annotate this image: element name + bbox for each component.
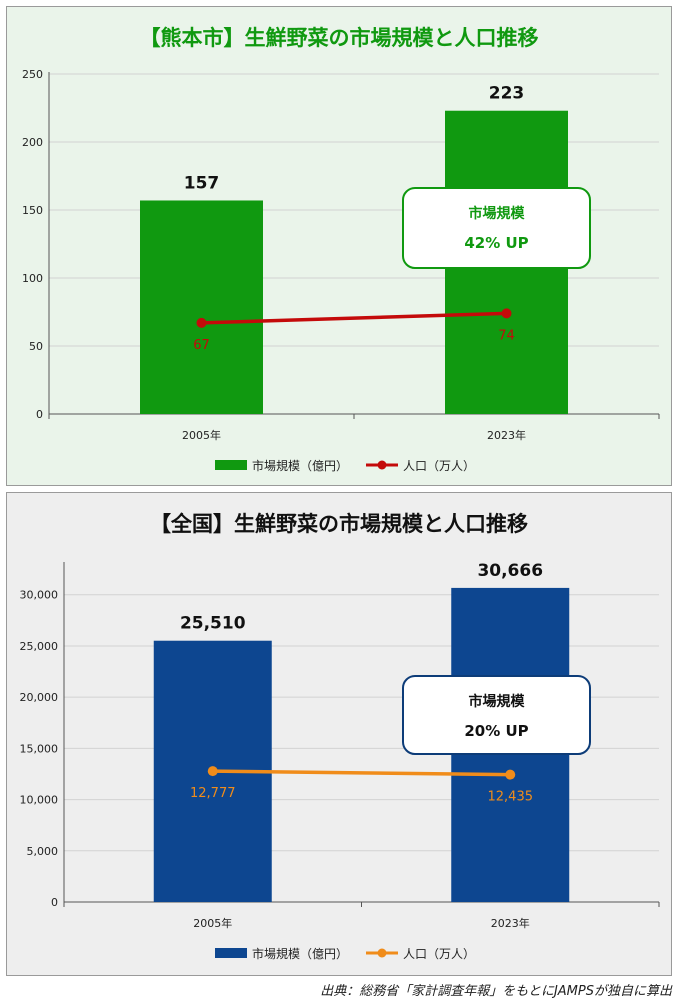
population-line [212,769,511,777]
y-tick-label: 50 [29,340,43,353]
national-chart: 【全国】生鮮野菜の市場規模と人口推移 0 5,000 10,000 15,000 20,0… [20,512,660,961]
legend-bar-label: 市場規模（億円） [252,458,348,473]
bar [140,200,263,414]
y-tick-label: 100 [22,272,43,285]
population-point [196,317,207,328]
population-value-label: 12,777 [190,786,236,801]
y-tick-label: 15,000 [20,742,59,755]
y-tick-label: 200 [22,136,43,149]
x-tick-label: 2005年 [193,916,232,930]
population-point [207,766,218,777]
kumamoto-chart: 【熊本市】生鮮野菜の市場規模と人口推移 0 50 100 150 200 250 2005年 2… [22,26,660,473]
legend-line-marker [377,948,387,958]
x-tick-label: 2023年 [487,428,526,442]
population-point [501,308,512,319]
chart-title: 【全国】生鮮野菜の市場規模と人口推移 [150,512,528,536]
x-tick-label: 2023年 [491,916,530,930]
population-value-label: 12,435 [488,790,534,805]
legend-line-label: 人口（万人） [403,459,475,473]
callout-text: 42% UP [464,234,528,252]
legend-bar-label: 市場規模（億円） [252,946,348,961]
population-line [201,311,507,325]
national-chart-panel: 【全国】生鮮野菜の市場規模と人口推移 0 5,000 10,000 15,000 20,0… [6,492,672,976]
population-value-label: 67 [193,338,210,353]
y-tick-label: 5,000 [27,845,59,858]
y-tick-label: 10,000 [20,794,59,807]
y-tick-label: 150 [22,204,43,217]
legend-line-label: 人口（万人） [403,947,475,961]
legend-bar-swatch [215,460,247,470]
bar-value-label: 25,510 [180,614,246,634]
y-tick-label: 30,000 [20,589,59,602]
y-tick-label: 0 [36,408,43,421]
bar-value-label: 223 [489,84,525,104]
callout-title: 市場規模 [469,205,526,222]
y-tick-label: 250 [22,68,43,81]
legend-line-marker [377,460,387,470]
legend-bar-swatch [215,948,247,958]
bar-value-label: 30,666 [477,561,543,581]
callout-title: 市場規模 [469,693,526,710]
callout-box [402,187,591,269]
y-tick-label: 25,000 [20,640,59,653]
callout-box [402,675,591,755]
x-tick-label: 2005年 [182,428,221,442]
chart-title: 【熊本市】生鮮野菜の市場規模と人口推移 [140,26,539,50]
y-tick-label: 0 [51,896,58,909]
y-tick-label: 20,000 [20,691,59,704]
population-value-label: 74 [498,328,515,343]
callout-text: 20% UP [464,722,528,740]
bar-value-label: 157 [184,173,220,193]
source-note: 出典：総務省「家計調査年報」をもとにJAMPSが独自に算出 [320,984,672,999]
population-point [505,769,516,780]
kumamoto-chart-panel: 【熊本市】生鮮野菜の市場規模と人口推移 0 50 100 150 200 250 2005年 2… [6,6,672,486]
